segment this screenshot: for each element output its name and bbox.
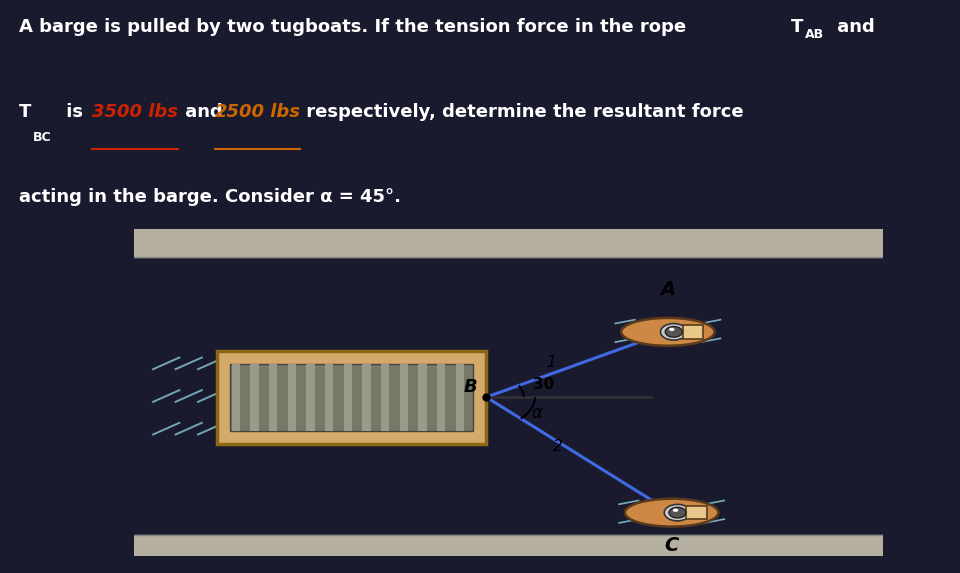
Bar [344, 364, 352, 431]
Bar [399, 364, 408, 431]
Circle shape [665, 327, 683, 337]
Circle shape [669, 328, 675, 331]
Text: BC: BC [33, 131, 51, 144]
Bar [230, 364, 473, 431]
Bar [419, 364, 427, 431]
Bar [306, 364, 315, 431]
Bar [325, 364, 333, 431]
Circle shape [669, 507, 686, 518]
Text: respectively, determine the resultant force: respectively, determine the resultant fo… [300, 103, 744, 121]
Bar [288, 364, 296, 431]
Bar [683, 325, 703, 339]
Text: and: and [179, 103, 228, 121]
Circle shape [664, 504, 691, 521]
Circle shape [660, 324, 687, 340]
Bar [231, 364, 240, 431]
Bar [134, 535, 883, 556]
Text: A barge is pulled by two tugboats. If the tension force in the rope: A barge is pulled by two tugboats. If th… [19, 18, 692, 36]
Text: B: B [464, 378, 478, 395]
Text: T: T [19, 103, 32, 121]
Bar [437, 364, 445, 431]
Text: and: and [831, 18, 876, 36]
Text: A: A [660, 280, 676, 299]
Text: acting in the barge. Consider α = 45°.: acting in the barge. Consider α = 45°. [19, 188, 401, 206]
Text: T: T [791, 18, 804, 36]
Bar [686, 506, 707, 520]
Bar [134, 229, 883, 257]
Bar [381, 364, 390, 431]
Bar [456, 364, 464, 431]
Text: AB: AB [804, 28, 824, 41]
Circle shape [673, 508, 679, 512]
Text: 2: 2 [553, 439, 563, 454]
Text: C: C [664, 536, 679, 555]
Text: 30: 30 [533, 377, 554, 392]
Ellipse shape [621, 318, 714, 346]
Bar [269, 364, 277, 431]
Bar [217, 351, 487, 444]
Bar [251, 364, 259, 431]
Text: 1: 1 [546, 355, 556, 370]
Text: $\alpha$: $\alpha$ [531, 404, 544, 422]
Ellipse shape [625, 499, 718, 527]
Text: is: is [60, 103, 88, 121]
Text: 2500: 2500 [215, 103, 265, 121]
Text: 3500: 3500 [92, 103, 142, 121]
Text: lbs: lbs [142, 103, 178, 121]
Bar [362, 364, 371, 431]
Text: lbs: lbs [264, 103, 300, 121]
